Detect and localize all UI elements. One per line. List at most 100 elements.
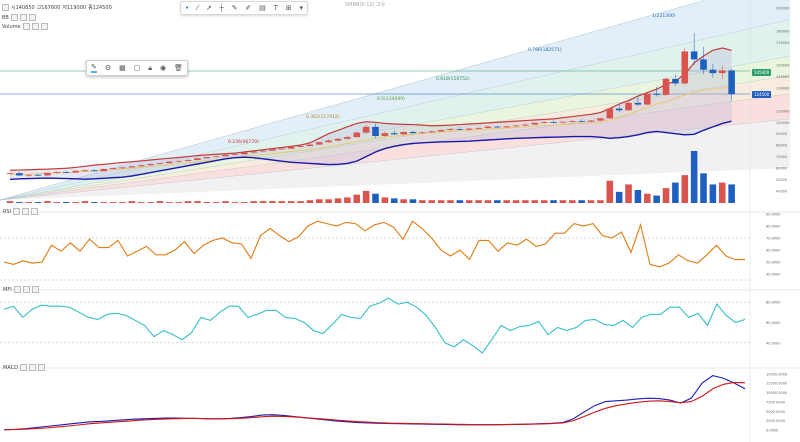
volume-bar: [269, 201, 276, 203]
line-icon[interactable]: ⁄: [196, 3, 199, 12]
candle: [512, 125, 520, 127]
fib-label: 0.236(96770): [228, 139, 259, 145]
legend-toggle-icon[interactable]: [2, 4, 9, 11]
price-tick-label: 140000: [776, 75, 789, 79]
template-icon[interactable]: ▦: [119, 63, 126, 72]
volume-bar: [475, 200, 482, 203]
series-line: [3, 375, 746, 431]
candle: [194, 158, 201, 160]
candle: [203, 157, 211, 159]
candle: [522, 124, 529, 126]
price-tick-label: 80000: [776, 144, 787, 148]
candle: [269, 149, 276, 151]
eye-icon[interactable]: [19, 14, 27, 21]
volume-bar: [212, 202, 220, 203]
volume-bar: [241, 202, 248, 203]
brush-icon[interactable]: ✐: [245, 3, 252, 12]
channel-icon[interactable]: ▤: [259, 3, 266, 12]
settings-icon[interactable]: [10, 14, 18, 21]
volume-bar: [718, 182, 726, 203]
eye-icon[interactable]: [29, 364, 36, 371]
ma-line: [9, 86, 732, 176]
bb-lower-line: [9, 120, 732, 181]
object-toolbar: ✎ ⚙ ▦ ▢ 🔒︎ ◉ 🗑︎: [86, 60, 188, 76]
candle: [137, 165, 145, 167]
candle: [456, 129, 464, 130]
volume-bar: [428, 200, 436, 203]
cross-icon[interactable]: ┼: [219, 3, 224, 12]
candle: [653, 93, 660, 95]
candle: [606, 108, 614, 119]
settings-icon[interactable]: [13, 208, 21, 215]
volume-bar: [494, 200, 501, 203]
indicator-tick-label: 40.0000: [766, 273, 780, 277]
settings-icon[interactable]: [13, 286, 21, 293]
close-icon[interactable]: [40, 23, 48, 30]
candle: [166, 161, 173, 164]
watermark: SMBB(6-12) 고유: [345, 2, 386, 8]
color-brush-icon[interactable]: ✎: [90, 62, 97, 73]
ohlc-low: 저119000: [62, 5, 87, 11]
candle: [334, 138, 342, 141]
eye-icon[interactable]: [31, 23, 39, 30]
volume-bar: [644, 193, 651, 203]
candle: [156, 163, 164, 164]
candle: [62, 172, 70, 173]
rsi-legend: RSI: [3, 208, 39, 215]
frame-icon[interactable]: ▢: [133, 63, 141, 72]
lock-icon[interactable]: 🔒︎: [148, 63, 152, 72]
close-icon[interactable]: [31, 208, 39, 215]
volume-bar: [137, 202, 145, 203]
volume-bar: [700, 173, 707, 203]
gear-icon[interactable]: ⚙: [104, 63, 112, 72]
volume-bar: [353, 194, 361, 203]
volume-bar: [156, 201, 164, 203]
volume-bar: [569, 200, 576, 203]
candle: [91, 170, 98, 172]
bb-upper-line: [9, 47, 732, 171]
price-tick-label: 70000: [776, 155, 787, 159]
volume-bar: [109, 202, 117, 203]
ray-icon[interactable]: ↗: [205, 3, 212, 12]
trash-icon[interactable]: 🗑︎: [174, 63, 183, 72]
candle: [437, 130, 445, 132]
candle: [559, 121, 567, 123]
candle: [400, 132, 407, 135]
eye-icon[interactable]: ◉: [159, 63, 167, 72]
price-pane: [0, 33, 750, 203]
eye-icon[interactable]: [22, 208, 30, 215]
volume-bar: [72, 202, 79, 203]
volume-bar: [381, 197, 389, 203]
indicator-tick-label: 7500.0000: [766, 400, 785, 404]
candle: [222, 154, 229, 157]
more-icon[interactable]: ▾: [299, 3, 303, 12]
volume-bar: [522, 200, 529, 203]
mfi-legend: MFI: [3, 286, 39, 293]
volume-bar: [119, 202, 126, 203]
close-icon[interactable]: [38, 364, 45, 371]
dot-icon[interactable]: •: [184, 3, 190, 12]
volume-bar: [728, 184, 735, 203]
indicator-tick-label: 50.0000: [766, 261, 780, 265]
settings-icon[interactable]: [22, 23, 30, 30]
volume-bar: [259, 201, 267, 203]
close-icon[interactable]: [28, 14, 36, 21]
fib-label: 1(221300): [652, 13, 676, 19]
close-icon[interactable]: [31, 286, 39, 293]
candle: [175, 160, 182, 162]
candle: [34, 174, 42, 176]
volume-bar: [690, 151, 698, 203]
price-tick-label: 130000: [776, 87, 789, 91]
candle: [409, 132, 417, 134]
eye-icon[interactable]: [22, 286, 30, 293]
pen-icon[interactable]: ✎: [231, 3, 238, 12]
volume-bar: [344, 197, 351, 203]
candle: [569, 121, 576, 122]
settings-icon[interactable]: [20, 364, 27, 371]
pattern-icon[interactable]: ⊞: [285, 3, 292, 12]
volume-bar: [16, 202, 23, 203]
indicator-tick-label: 5000.0000: [766, 410, 785, 414]
text-icon[interactable]: T: [273, 3, 278, 12]
indicator-tick-label: 0.0000: [766, 429, 778, 433]
